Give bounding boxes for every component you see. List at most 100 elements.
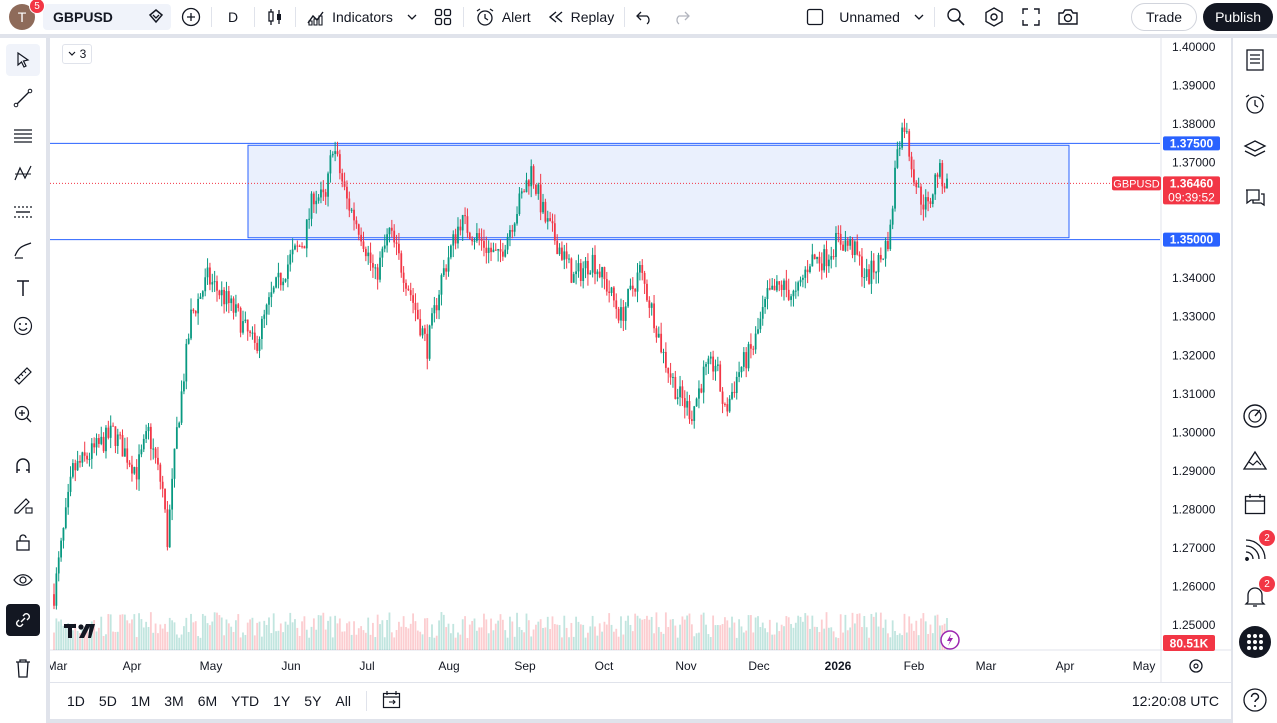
fib-tool[interactable] <box>6 120 40 152</box>
candle-body <box>414 302 417 310</box>
range-5y[interactable]: 5Y <box>304 693 322 709</box>
calendar-button[interactable] <box>1239 488 1271 520</box>
range-all[interactable]: All <box>335 693 351 709</box>
snapshot-button[interactable] <box>1049 0 1087 34</box>
link-icon <box>16 613 30 627</box>
undo-button[interactable] <box>627 0 663 34</box>
trade-button[interactable]: Trade <box>1131 3 1198 31</box>
cursor-tool[interactable] <box>6 44 40 76</box>
indicators-button[interactable]: Indicators <box>298 0 425 34</box>
goto-date-button[interactable] <box>369 690 415 713</box>
resistance-price-label[interactable]: 1.37500 <box>1163 136 1220 151</box>
clock-time[interactable]: 12:20:08 UTC <box>1131 693 1219 709</box>
support-price-label[interactable]: 1.35000 <box>1163 232 1220 247</box>
chats-button[interactable] <box>1239 182 1271 214</box>
hide-tool[interactable] <box>6 564 40 596</box>
ruler-tool[interactable] <box>6 360 40 392</box>
avatar[interactable]: T 5 <box>9 0 45 30</box>
range-1y[interactable]: 1Y <box>273 693 291 709</box>
compare-icon[interactable] <box>147 7 165 28</box>
emoji-tool[interactable] <box>6 310 40 342</box>
ideas-button[interactable] <box>1239 444 1271 476</box>
prediction-tool[interactable] <box>6 196 40 228</box>
watchlist-button[interactable] <box>1239 44 1271 76</box>
range-1m[interactable]: 1M <box>130 693 151 709</box>
indicators-icon <box>307 11 324 26</box>
layout-menu-button[interactable]: Unnamed <box>797 0 932 34</box>
candles-icon <box>268 9 282 25</box>
candle-body <box>294 245 296 250</box>
volume-bar <box>497 620 500 650</box>
text-tool[interactable] <box>6 272 40 304</box>
trend-line-tool[interactable] <box>6 82 40 114</box>
chat-icon <box>1246 189 1265 207</box>
replay-label: Replay <box>570 9 615 25</box>
volume-bar <box>426 618 429 650</box>
candle-body <box>431 313 433 326</box>
products-button[interactable] <box>1239 626 1271 658</box>
alerts-panel-button[interactable] <box>1239 88 1271 120</box>
volume-label[interactable]: 80.51K <box>1163 635 1215 651</box>
candle-body <box>112 425 114 427</box>
zoom-tool[interactable] <box>6 398 40 430</box>
redo-button[interactable] <box>663 0 699 34</box>
collapse-indicators-button[interactable]: 3 <box>62 44 92 64</box>
range-ytd[interactable]: YTD <box>231 693 260 709</box>
range-1d[interactable]: 1D <box>67 693 85 709</box>
lock-tool[interactable] <box>6 526 40 558</box>
price-chart[interactable]: 1.40000 1.39000 1.38000 1.37000 1.34000 1.330… <box>50 38 1231 682</box>
candle-body <box>861 256 863 278</box>
volume-bar <box>827 627 830 650</box>
link-tool[interactable] <box>6 604 40 636</box>
magnet-tool[interactable] <box>6 450 40 482</box>
publish-button[interactable]: Publish <box>1203 3 1273 31</box>
layouts-button[interactable] <box>425 0 461 34</box>
alert-button[interactable]: Alert <box>466 0 539 34</box>
object-tree-button[interactable] <box>1239 134 1271 166</box>
volume-bar <box>95 631 98 650</box>
candle-body <box>466 216 469 233</box>
volume-bar <box>865 627 868 650</box>
candle-body <box>239 308 242 333</box>
settings-button[interactable] <box>975 0 1013 34</box>
volume-bar <box>253 635 256 650</box>
brush-tool[interactable] <box>6 234 40 266</box>
range-zone-rectangle[interactable] <box>247 144 1070 239</box>
add-symbol-button[interactable] <box>173 0 209 34</box>
volume-bar <box>705 624 707 650</box>
volume-bar <box>492 630 495 650</box>
stay-drawing-tool[interactable] <box>6 488 40 520</box>
range-5d[interactable]: 5D <box>98 693 117 709</box>
streams-button[interactable]: 2 <box>1239 530 1275 566</box>
lightning-icon[interactable] <box>940 630 960 650</box>
chevron-down-icon[interactable] <box>407 13 417 21</box>
pattern-tool[interactable] <box>6 158 40 190</box>
quick-search-button[interactable] <box>937 0 975 34</box>
interval-button[interactable]: D <box>214 0 252 34</box>
lightning-bolt <box>947 634 953 646</box>
candle-body <box>865 269 868 278</box>
technicals-button[interactable] <box>1239 400 1271 432</box>
remove-tool[interactable] <box>6 652 40 684</box>
range-3m[interactable]: 3M <box>164 693 184 709</box>
replay-button[interactable]: Replay <box>539 0 623 34</box>
candle-body <box>381 248 384 258</box>
volume-bar <box>360 626 363 650</box>
fullscreen-button[interactable] <box>1013 0 1049 34</box>
chart-pane[interactable]: 1.40000 1.39000 1.38000 1.37000 1.34000 1.330… <box>50 38 1231 682</box>
chart-type-button[interactable] <box>257 0 293 34</box>
volume-bar <box>211 621 214 650</box>
candle-body <box>657 333 660 338</box>
axis-settings-icon[interactable] <box>1189 659 1203 673</box>
candle-body <box>353 209 355 221</box>
candle-body <box>438 294 440 311</box>
notifications-button[interactable]: 2 <box>1239 576 1275 612</box>
candle-body <box>832 256 835 258</box>
help-button[interactable] <box>1239 684 1271 716</box>
chevron-down-icon[interactable] <box>914 13 924 21</box>
volume-bar <box>447 623 450 650</box>
symbol-search[interactable]: GBPUSD <box>43 4 171 30</box>
symbol-price-label[interactable]: GBPUSD <box>1112 176 1161 191</box>
range-6m[interactable]: 6M <box>197 693 218 709</box>
